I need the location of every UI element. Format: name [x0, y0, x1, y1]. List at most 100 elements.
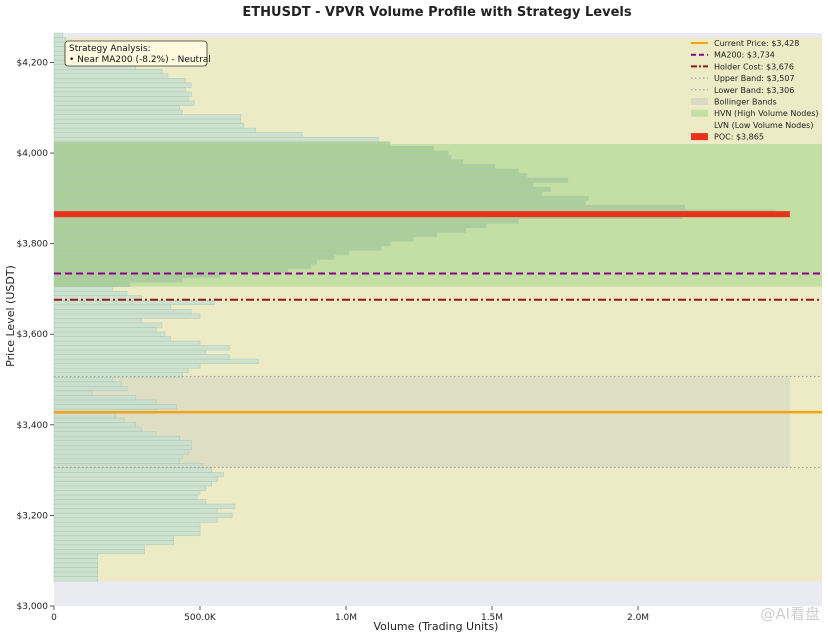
volume-bar: [53, 463, 204, 469]
legend-label: Bollinger Bands: [714, 98, 777, 107]
volume-bar: [53, 395, 137, 401]
annotation-text: • Near MA200 (-8.2%) - Neutral: [69, 55, 211, 65]
volume-bar: [53, 87, 186, 93]
y-tick-label: $3,200: [17, 511, 49, 521]
annotation-title: Strategy Analysis:: [69, 44, 151, 54]
volume-bar: [53, 277, 183, 283]
volume-bar: [53, 96, 189, 102]
legend-label: MA200: $3,734: [714, 51, 775, 60]
legend-label: POC: $3,865: [714, 133, 764, 142]
volume-bar: [53, 222, 487, 229]
volume-bar: [53, 159, 464, 165]
volume-bar: [53, 182, 534, 188]
volume-bar: [53, 155, 452, 161]
legend-swatch: [691, 109, 708, 117]
volume-bar: [53, 186, 551, 192]
volume-bar: [53, 100, 195, 106]
volume-bar: [53, 381, 122, 387]
chart-title: ETHUSDT - VPVR Volume Profile with Strat…: [242, 5, 631, 20]
volume-bar: [53, 78, 186, 84]
volume-bar: [53, 485, 207, 491]
volume-bar: [53, 191, 542, 197]
volume-bar: [53, 32, 64, 38]
legend: Current Price: $3,428 MA200: $3,734 Holder…: [691, 39, 819, 142]
volume-bar: [53, 145, 434, 152]
volume-bar: [53, 390, 93, 396]
volume-bar: [53, 232, 437, 238]
volume-bar: [53, 476, 218, 482]
volume-bar: [53, 512, 233, 518]
legend-label: HVN (High Volume Nodes): [714, 109, 819, 118]
volume-bar: [53, 431, 157, 437]
volume-bar: [53, 377, 113, 383]
poc-bar: [54, 211, 790, 218]
volume-bar: [53, 105, 180, 111]
y-tick-label: $3,000: [17, 602, 49, 612]
volume-bar: [53, 173, 528, 179]
volume-bar: [53, 118, 242, 124]
volume-bar: [53, 458, 180, 464]
legend-label: Lower Band: $3,306: [714, 86, 794, 95]
volume-bar: [53, 313, 201, 319]
y-tick-label: $3,600: [17, 330, 49, 340]
y-tick-label: $4,200: [17, 58, 49, 68]
strategy-annotation: Strategy Analysis: • Near MA200 (-8.2%) …: [64, 40, 211, 67]
volume-bar: [53, 399, 157, 405]
volume-bar: [53, 576, 99, 582]
volume-bar: [53, 109, 183, 115]
annotation-box: [64, 40, 208, 67]
volume-bar: [53, 245, 382, 251]
volume-bar: [53, 91, 192, 97]
volume-bar: [53, 567, 99, 573]
legend-swatch: [691, 133, 708, 141]
volume-bar: [53, 503, 236, 509]
y-tick-label: $4,000: [17, 149, 49, 159]
volume-bar: [53, 304, 172, 310]
volume-bar: [53, 322, 163, 328]
y-tick-label: $3,800: [17, 240, 49, 250]
volume-bar: [53, 413, 116, 419]
legend-label: LVN (Low Volume Nodes): [714, 121, 813, 130]
volume-bar: [53, 553, 99, 559]
volume-bar: [53, 549, 145, 555]
volume-bar: [53, 426, 142, 432]
volume-bar: [53, 254, 335, 260]
volume-bar: [53, 467, 212, 473]
volume-bar: [53, 82, 192, 88]
volume-bar: [53, 521, 201, 527]
volume-bar: [53, 263, 312, 269]
volume-bar: [53, 367, 189, 373]
volume-bar: [53, 363, 201, 369]
volume-bar: [53, 345, 230, 351]
volume-bar: [53, 517, 218, 523]
x-tick-label: 500.0K: [184, 613, 217, 623]
volume-bar: [53, 454, 183, 460]
volume-bar: [53, 449, 189, 455]
volume-bar: [53, 136, 379, 142]
legend-label: Current Price: $3,428: [714, 39, 799, 48]
volume-bar: [53, 150, 449, 156]
volume-bar: [53, 204, 686, 210]
strategy-levels: [54, 211, 822, 468]
volume-bar: [53, 417, 125, 423]
volume-bar: [53, 290, 128, 296]
volume-bar: [53, 571, 99, 577]
volume-bar: [53, 281, 131, 287]
volume-bar: [53, 508, 218, 514]
x-tick-label: 0: [51, 613, 57, 623]
volume-bar: [53, 241, 391, 247]
volume-bar: [53, 268, 288, 274]
volume-bar: [53, 68, 163, 75]
volume-bar: [53, 490, 201, 496]
volume-bar: [53, 404, 177, 410]
volume-bar: [53, 200, 586, 206]
volume-bar: [53, 309, 192, 315]
watermark: @AI看盘: [760, 605, 820, 623]
volume-bar: [53, 299, 215, 306]
volume-bar: [53, 227, 466, 233]
volume-bar: [53, 336, 172, 342]
volume-bar: [53, 340, 201, 346]
x-tick-label: 2.0M: [627, 613, 649, 623]
volume-bar: [53, 435, 180, 441]
legend-label: Holder Cost: $3,676: [714, 62, 794, 71]
